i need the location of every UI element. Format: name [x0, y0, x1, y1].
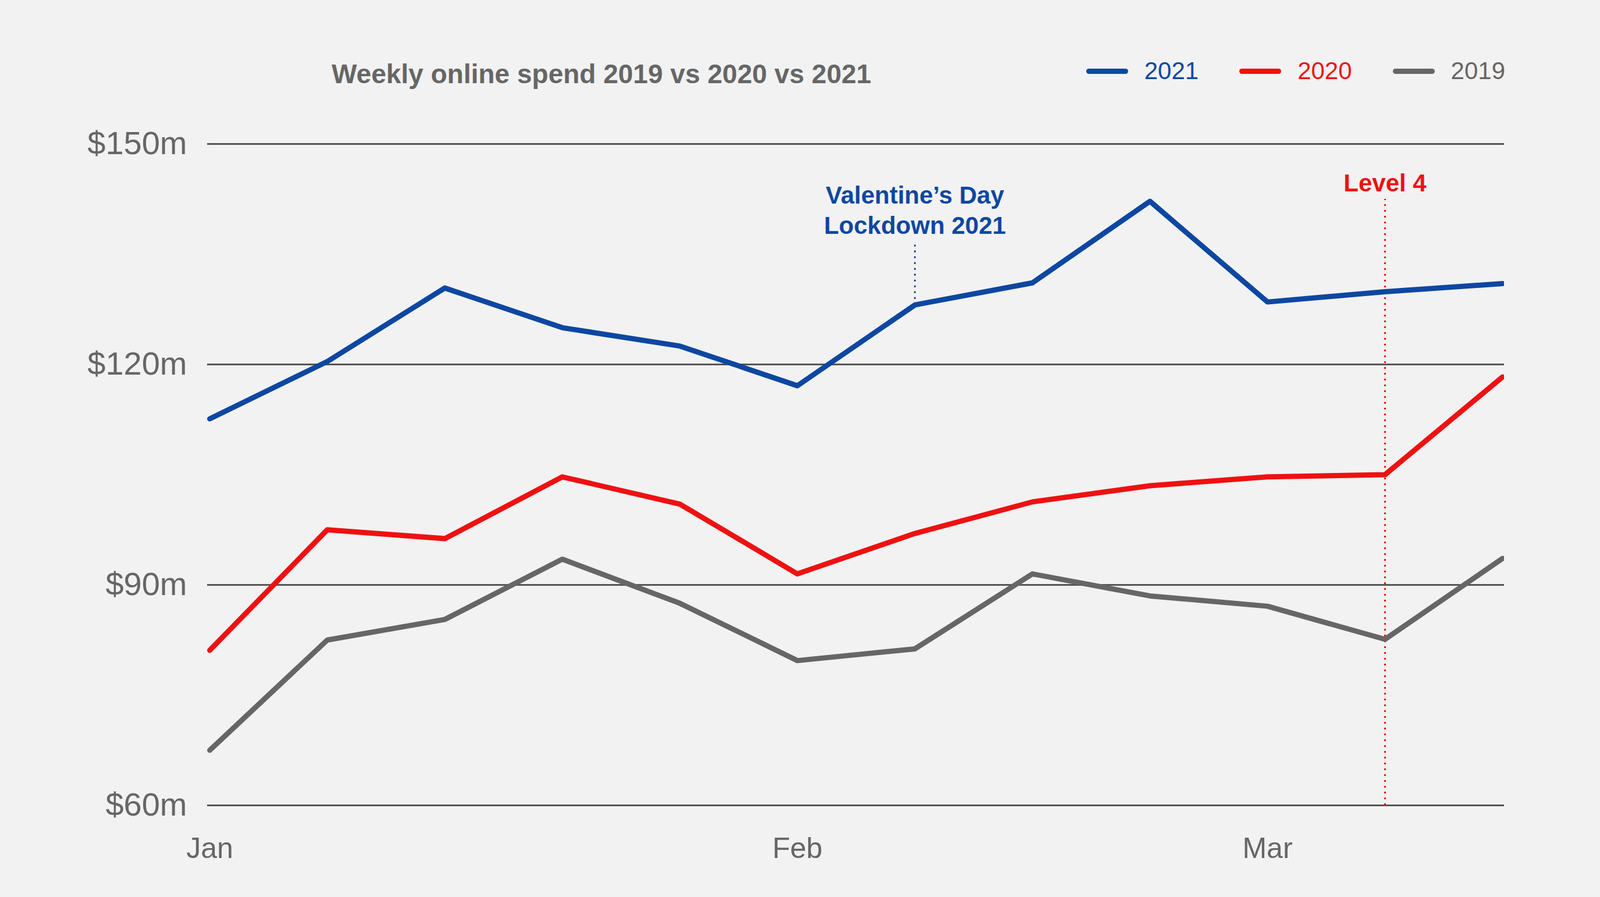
svg-text:$150m: $150m [87, 124, 187, 162]
svg-text:Level 4: Level 4 [1343, 169, 1427, 197]
svg-text:$120m: $120m [87, 345, 187, 382]
svg-text:Valentine’s DayLockdown 2021: Valentine’s DayLockdown 2021 [823, 181, 1006, 240]
html-text:Weekly online spend 2019 vs 20: Weekly online spend 2019 vs 2020 vs 2021 [331, 58, 872, 90]
html-text:2021: 2021 [1144, 57, 1199, 85]
svg-text:Mar: Mar [1242, 832, 1293, 865]
svg-text:$60m: $60m [105, 786, 187, 823]
svg-text:Jan: Jan [186, 832, 234, 865]
svg-text:$90m: $90m [105, 565, 187, 603]
html-text:2019: 2019 [1450, 57, 1506, 85]
html-text:2020: 2020 [1297, 57, 1352, 85]
svg-text:Feb: Feb [772, 832, 823, 865]
